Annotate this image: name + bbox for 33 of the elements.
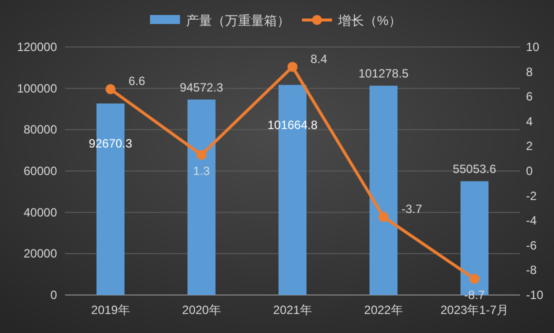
data-label: 55053.6: [452, 162, 497, 176]
y2-tick-label: -10: [526, 288, 544, 302]
y2-tick-label: 2: [526, 139, 533, 154]
x-tick-label: 2023年1-7月: [440, 303, 509, 317]
data-label: -8.7: [464, 288, 486, 302]
data-label: 1.3: [193, 164, 210, 178]
x-tick-label: 2019年: [91, 303, 130, 317]
y2-tick-label: 6: [526, 90, 533, 104]
y2-tick-label: -2: [526, 188, 537, 203]
legend-label: 产量（万重量箱）: [186, 13, 290, 28]
y2-tick-label: 0: [526, 164, 533, 178]
data-label: 101278.5: [358, 66, 409, 81]
y-tick-label: 40000: [24, 205, 58, 220]
y-tick-label: 20000: [24, 246, 58, 261]
y2-tick-label: 4: [526, 114, 533, 128]
y-tick-label: 0: [50, 288, 58, 302]
x-tick-label: 2020年: [182, 303, 221, 317]
y-tick-label: 100000: [16, 81, 58, 96]
y2-tick-label: -6: [526, 238, 537, 252]
y2-tick-label: -8: [526, 263, 537, 278]
x-tick-label: 2021年: [273, 303, 312, 317]
data-label: 8.4: [310, 52, 328, 66]
y2-tick-label: -4: [526, 214, 537, 228]
data-label: 6.6: [128, 74, 146, 88]
data-label: 94572.3: [180, 80, 224, 95]
y-tick-label: 120000: [16, 40, 58, 54]
x-tick-label: 2022年: [364, 303, 403, 317]
y2-tick-label: 10: [526, 40, 540, 54]
data-label: -3.7: [402, 202, 423, 216]
y-tick-label: 60000: [24, 164, 58, 178]
y2-tick-label: 8: [526, 64, 533, 79]
legend-label: 增长（%）: [337, 13, 402, 28]
y-tick-label: 80000: [24, 122, 58, 137]
